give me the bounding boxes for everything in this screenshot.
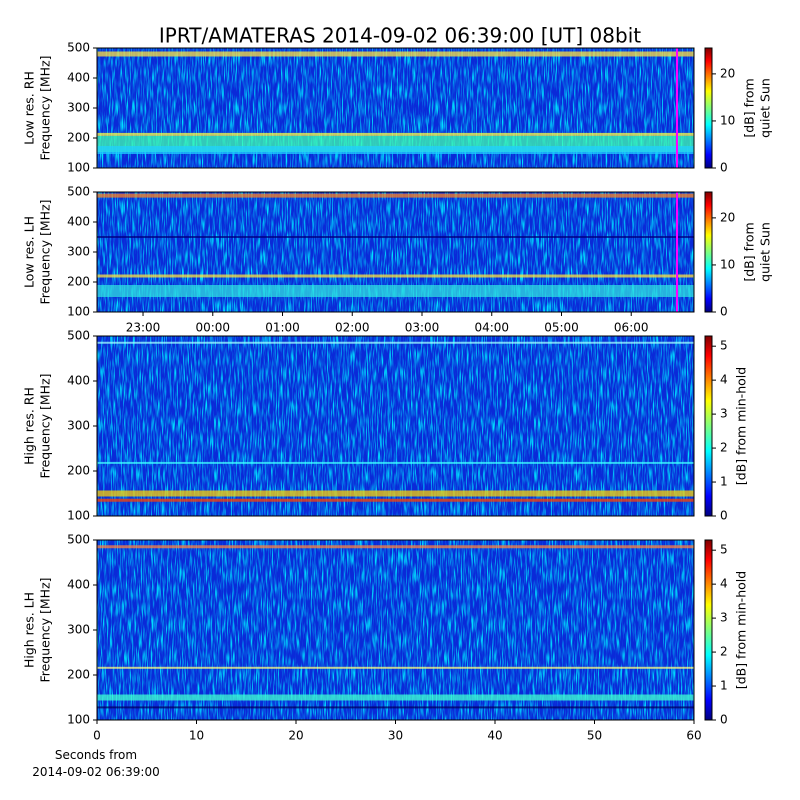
- spectrogram-band: [97, 285, 694, 297]
- colorbar-tick-label: 20: [720, 210, 735, 224]
- x-tick-label: 0: [93, 729, 101, 743]
- colorbar-label: [dB] from min-hold: [734, 571, 749, 689]
- colorbar-tick-label: 10: [720, 113, 735, 127]
- y-tick-label: 200: [67, 668, 90, 682]
- spectrogram-band: [97, 461, 694, 464]
- y-tick-label: 400: [67, 71, 90, 85]
- y-tick-label: 200: [67, 131, 90, 145]
- y-tick-label: 100: [67, 305, 90, 319]
- y-tick-label: 400: [67, 215, 90, 229]
- x-tick-label: 05:00: [544, 321, 579, 335]
- colorbar-label: [dB] from: [742, 78, 757, 137]
- x-tick-label: 50: [587, 729, 602, 743]
- x-tick-label: 01:00: [265, 321, 300, 335]
- x-tick-label: 03:00: [405, 321, 440, 335]
- y-tick-label: 400: [67, 374, 90, 388]
- colorbar-label: [dB] from: [742, 222, 757, 281]
- y-tick-label: 500: [67, 329, 90, 343]
- colorbar-tick-label: 4: [720, 373, 728, 387]
- colorbar-tick-label: 10: [720, 257, 735, 271]
- spectrogram-band: [97, 545, 694, 549]
- spectrogram-band: [97, 146, 694, 154]
- colorbar-tick-label: 0: [720, 161, 728, 175]
- colorbar: [704, 335, 713, 517]
- y-tick-label: 100: [67, 713, 90, 727]
- x-tick-label: 00:00: [195, 321, 230, 335]
- x-tick-label: 10: [189, 729, 204, 743]
- y-axis-label: Frequency [MHz]: [38, 577, 53, 682]
- x-tick-label: 40: [487, 729, 502, 743]
- colorbar-tick-label: 5: [720, 543, 728, 557]
- spectrogram-band: [97, 236, 694, 238]
- y-axis-label: High res. RH: [22, 387, 37, 465]
- colorbar-tick-label: 4: [720, 577, 728, 591]
- x-axis-label: Seconds from 2014-09-02 06:39:00: [32, 748, 159, 779]
- colorbar-tick-label: 0: [720, 713, 728, 727]
- y-tick-label: 300: [67, 101, 90, 115]
- y-axis-label: Frequency [MHz]: [38, 373, 53, 478]
- colorbar-tick-label: 3: [720, 407, 728, 421]
- y-axis-label: Low res. RH: [22, 71, 37, 145]
- y-tick-label: 300: [67, 623, 90, 637]
- y-tick-label: 400: [67, 578, 90, 592]
- x-tick-label: 02:00: [335, 321, 370, 335]
- x-tick-label: 20: [288, 729, 303, 743]
- colorbar: [704, 191, 713, 313]
- y-tick-label: 500: [67, 533, 90, 547]
- spectrogram-band: [97, 694, 694, 701]
- y-tick-label: 300: [67, 245, 90, 259]
- colorbar-label: quiet Sun: [758, 222, 773, 282]
- spectrogram-band: [97, 341, 694, 344]
- figure-title: IPRT/AMATERAS 2014-09-02 06:39:00 [UT] 0…: [159, 24, 641, 48]
- x-tick-label: 60: [686, 729, 701, 743]
- y-axis-label: Frequency [MHz]: [38, 199, 53, 304]
- y-axis-label: Low res. LH: [22, 216, 37, 288]
- y-axis-label: Frequency [MHz]: [38, 55, 53, 160]
- y-axis-label: High res. LH: [22, 592, 37, 668]
- colorbar-tick-label: 2: [720, 645, 728, 659]
- x-tick-label: 06:00: [614, 321, 649, 335]
- x-tick-label: 23:00: [126, 321, 161, 335]
- spectrogram-band: [97, 498, 694, 502]
- colorbar-tick-label: 1: [720, 679, 728, 693]
- colorbar-tick-label: 20: [720, 66, 735, 80]
- x-axis-label-line: 2014-09-02 06:39:00: [32, 765, 159, 779]
- y-tick-label: 500: [67, 185, 90, 199]
- y-tick-label: 100: [67, 509, 90, 523]
- spectrogram-band: [97, 706, 694, 709]
- colorbar: [704, 539, 713, 721]
- colorbar-tick-label: 2: [720, 441, 728, 455]
- y-tick-label: 200: [67, 275, 90, 289]
- colorbar-label: [dB] from min-hold: [734, 367, 749, 485]
- colorbar-tick-label: 0: [720, 509, 728, 523]
- x-axis-label-line: Seconds from: [55, 748, 137, 762]
- spectrogram-noise: [97, 336, 694, 516]
- colorbar-tick-label: 1: [720, 475, 728, 489]
- colorbar-label: quiet Sun: [758, 78, 773, 138]
- spectrogram-band: [97, 193, 694, 198]
- x-tick-label: 30: [388, 729, 403, 743]
- y-tick-label: 500: [67, 41, 90, 55]
- x-tick-label: 04:00: [474, 321, 509, 335]
- colorbar-tick-label: 3: [720, 611, 728, 625]
- y-tick-label: 200: [67, 464, 90, 478]
- spectrogram-band: [97, 51, 694, 57]
- spectrogram-band: [97, 132, 694, 136]
- spectrogram-band: [97, 666, 694, 669]
- spectrogram-band: [97, 274, 694, 278]
- y-tick-label: 300: [67, 419, 90, 433]
- colorbar-tick-label: 0: [720, 305, 728, 319]
- y-tick-label: 100: [67, 161, 90, 175]
- colorbar: [704, 47, 713, 169]
- spectrogram-band: [97, 490, 694, 497]
- colorbar-tick-label: 5: [720, 339, 728, 353]
- spectrogram-noise: [97, 540, 694, 720]
